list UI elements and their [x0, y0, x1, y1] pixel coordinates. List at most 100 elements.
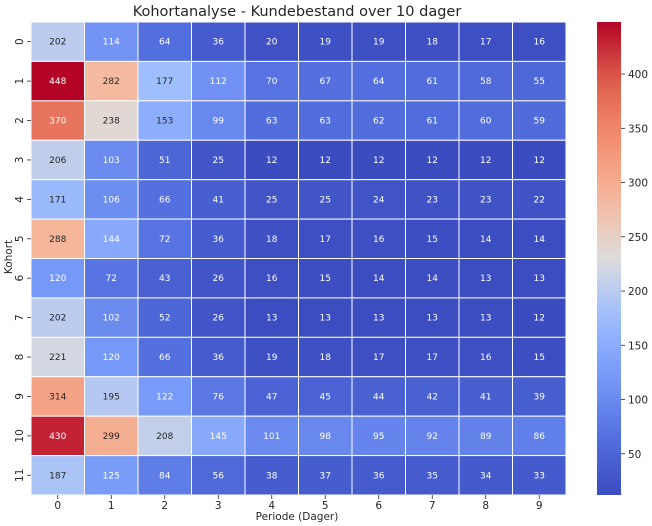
cell-value-label: 95: [373, 432, 384, 442]
cell-value-label: 13: [480, 314, 491, 324]
cell-value-label: 195: [103, 392, 120, 402]
heatmap-cell: [351, 179, 406, 220]
heatmap-cell: [30, 139, 85, 181]
heatmap-cell: [512, 376, 567, 417]
cell-value-label: 41: [213, 195, 224, 205]
heatmap-cell: [512, 100, 567, 141]
heatmap-cell: [137, 336, 192, 378]
cell-value-label: 44: [373, 392, 385, 402]
colorbar-gradient: [597, 22, 621, 495]
cell-value-label: 14: [427, 274, 439, 284]
heatmap-cell: [458, 60, 513, 102]
cell-value-label: 58: [480, 77, 492, 87]
y-tick-label: 0: [14, 38, 26, 45]
y-tick-label: 3: [14, 157, 26, 164]
heatmap-cell: [512, 258, 567, 299]
cell-value-label: 153: [156, 117, 173, 127]
cell-value-label: 120: [49, 274, 66, 284]
cell-value-label: 122: [156, 392, 173, 402]
y-tick-label: 9: [14, 393, 26, 400]
cell-value-label: 16: [480, 353, 492, 363]
cell-value-label: 98: [320, 432, 332, 442]
cell-value-label: 448: [49, 77, 66, 87]
heatmap-cell: [244, 336, 299, 378]
cell-value-label: 206: [49, 156, 66, 166]
heatmap-cell: [512, 139, 567, 181]
heatmap-cell: [458, 455, 513, 496]
cell-value-label: 61: [427, 117, 438, 127]
cell-value-label: 60: [480, 117, 492, 127]
cell-value-label: 22: [534, 195, 545, 205]
cell-value-label: 12: [373, 156, 384, 166]
heatmap-cell: [191, 258, 246, 299]
heatmap-cell: [298, 258, 353, 299]
cell-value-label: 99: [213, 117, 225, 127]
cell-value-label: 187: [49, 471, 66, 481]
cell-value-label: 13: [320, 314, 331, 324]
heatmap-cell: [351, 139, 406, 181]
heatmap-cell: [137, 297, 192, 338]
x-tick-label: 4: [268, 500, 275, 512]
heatmap-cell: [512, 415, 567, 457]
cell-value-label: 12: [534, 314, 545, 324]
cell-value-label: 63: [320, 117, 331, 127]
cell-value-label: 430: [49, 432, 66, 442]
heatmap-cell: [298, 376, 353, 417]
heatmap-cell: [244, 179, 299, 220]
cell-value-label: 36: [213, 38, 225, 48]
heatmap-cell: [298, 60, 353, 102]
cell-value-label: 19: [320, 38, 332, 48]
cell-value-label: 67: [320, 77, 331, 87]
cell-value-label: 13: [427, 314, 438, 324]
heatmap-cell: [405, 258, 460, 299]
heatmap-cell: [458, 336, 513, 378]
cell-value-label: 42: [427, 392, 438, 402]
heatmap-cell: [351, 376, 406, 417]
heatmap-cell: [458, 100, 513, 141]
heatmap-cell: [244, 376, 299, 417]
cell-value-label: 24: [373, 195, 385, 205]
heatmap-cell: [512, 455, 567, 496]
heatmap-cell: [351, 60, 406, 102]
heatmap-cell: [191, 60, 246, 102]
heatmap-cell: [84, 60, 139, 102]
heatmap-cell: [137, 415, 192, 457]
heatmap-cell: [298, 455, 353, 496]
cell-value-label: 18: [427, 38, 439, 48]
cell-value-label: 64: [159, 38, 171, 48]
cell-value-label: 13: [480, 274, 491, 284]
cell-value-label: 45: [320, 392, 331, 402]
cell-value-label: 25: [213, 156, 224, 166]
cell-value-label: 15: [320, 274, 331, 284]
cell-value-label: 18: [320, 353, 332, 363]
cell-value-label: 19: [373, 38, 385, 48]
y-tick-label: 5: [14, 235, 26, 242]
cell-value-label: 20: [266, 38, 278, 48]
heatmap-cell: [512, 60, 567, 102]
heatmap-cell: [512, 179, 567, 220]
cell-value-label: 12: [320, 156, 331, 166]
heatmap-cell: [137, 218, 192, 259]
cell-value-label: 72: [159, 235, 170, 245]
cell-value-label: 288: [49, 235, 66, 245]
cell-value-label: 13: [534, 274, 545, 284]
heatmap-cell: [84, 179, 139, 220]
cell-value-label: 145: [210, 432, 227, 442]
x-tick-label: 8: [482, 500, 489, 512]
colorbar-tick-label: 50: [628, 449, 641, 461]
heatmap-cell: [30, 258, 85, 299]
cell-value-label: 12: [266, 156, 277, 166]
heatmap-cell: [298, 179, 353, 220]
cell-value-label: 12: [534, 156, 545, 166]
cell-value-label: 47: [266, 392, 277, 402]
heatmap-cell: [191, 415, 246, 457]
cell-value-label: 26: [213, 314, 225, 324]
colorbar-tick-label: 200: [628, 286, 648, 298]
cell-value-label: 41: [480, 392, 491, 402]
heatmap-cell: [405, 455, 460, 496]
cell-value-label: 84: [159, 471, 171, 481]
heatmap-cell: [351, 258, 406, 299]
cell-value-label: 64: [373, 77, 385, 87]
heatmap-cell: [298, 218, 353, 259]
cell-value-label: 38: [266, 471, 278, 481]
